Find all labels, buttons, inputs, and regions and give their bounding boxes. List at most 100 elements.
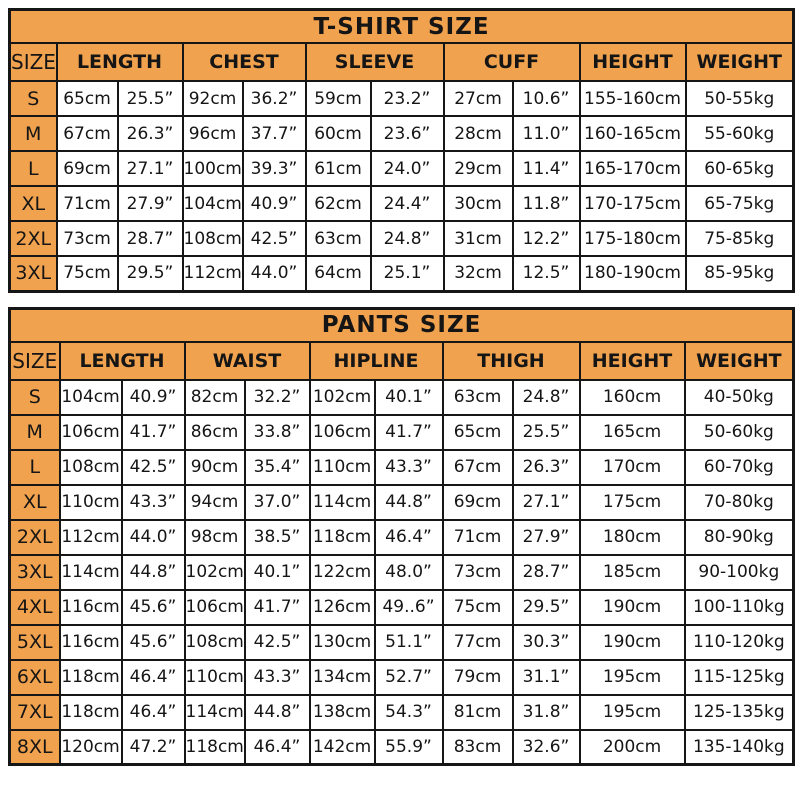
measurement-cell: 59cm	[304, 80, 372, 117]
measurement-cell: 43.3”	[243, 658, 311, 696]
size-label: 7XL	[8, 693, 61, 731]
measurement-cell: 102cm	[308, 378, 376, 416]
measurement-cell: 46.4”	[373, 518, 444, 556]
table-row: 3XL 75cm 29.5” 112cm 44.0” 64cm 25.1” 32cm 12.5”…	[8, 255, 795, 292]
measurement-cell: 32.6”	[511, 728, 581, 766]
table-row: 8XL 120cm 47.2” 118cm 46.4” 142cm 55.9” 83cm 32.…	[8, 728, 795, 766]
table-row: 2XL 112cm 44.0” 98cm 38.5” 118cm 46.4” 71cm 27.9…	[8, 518, 795, 556]
measurement-cell: 30.3”	[511, 623, 581, 661]
column-header-chest: CHEST	[181, 42, 307, 82]
column-header-sleeve: SLEEVE	[304, 42, 445, 82]
column-header-hipline: HIPLINE	[308, 340, 444, 381]
measurement-cell: 55.9”	[373, 728, 444, 766]
table-row: 3XL 114cm 44.8” 102cm 40.1” 122cm 48.0” 73cm 28.…	[8, 553, 795, 591]
measurement-cell: 28.7”	[116, 220, 184, 257]
measurement-cell: 70-80kg	[683, 483, 795, 521]
measurement-cell: 38.5”	[243, 518, 311, 556]
table-row: 4XL 116cm 45.6” 106cm 41.7” 126cm 49..6” 75cm 29…	[8, 588, 795, 626]
measurement-cell: 52.7”	[373, 658, 444, 696]
measurement-cell: 155-160cm	[578, 80, 687, 117]
measurement-cell: 25.5”	[116, 80, 184, 117]
measurement-cell: 50-55kg	[684, 80, 795, 117]
measurement-cell: 61cm	[304, 150, 372, 187]
column-header-cuff: CUFF	[442, 42, 581, 82]
measurement-cell: 69cm	[441, 483, 514, 521]
measurement-cell: 29.5”	[511, 588, 581, 626]
measurement-cell: 160-165cm	[578, 115, 687, 152]
measurement-cell: 116cm	[58, 588, 123, 626]
measurement-cell: 90cm	[183, 448, 246, 486]
measurement-cell: 46.4”	[243, 728, 311, 766]
measurement-cell: 44.8”	[243, 693, 311, 731]
column-header-thigh: THIGH	[441, 340, 581, 381]
measurement-cell: 170-175cm	[578, 185, 687, 222]
measurement-cell: 41.7”	[373, 413, 444, 451]
measurement-cell: 112cm	[58, 518, 123, 556]
measurement-cell: 47.2”	[120, 728, 186, 766]
column-header-waist: WAIST	[183, 340, 311, 381]
column-header-length: LENGTH	[58, 340, 186, 381]
measurement-cell: 104cm	[58, 378, 123, 416]
pants-header-row: SIZE LENGTH WAIST HIPLINE THIGH HEIGHT WEIGHT	[8, 340, 795, 381]
measurement-cell: 44.8”	[120, 553, 186, 591]
pants-table-title: PANTS SIZE	[8, 307, 795, 343]
table-row: XL 110cm 43.3” 94cm 37.0” 114cm 44.8” 69cm 27.1”…	[8, 483, 795, 521]
measurement-cell: 24.8”	[369, 220, 445, 257]
tshirt-title-row: T-SHIRT SIZE	[8, 8, 795, 44]
measurement-cell: 44.0”	[120, 518, 186, 556]
table-row: 6XL 118cm 46.4” 110cm 43.3” 134cm 52.7” 79cm 31.…	[8, 658, 795, 696]
measurement-cell: 134cm	[308, 658, 376, 696]
measurement-cell: 200cm	[578, 728, 686, 766]
measurement-cell: 60-65kg	[684, 150, 795, 187]
measurement-cell: 114cm	[58, 553, 123, 591]
measurement-cell: 110cm	[58, 483, 123, 521]
measurement-cell: 85-95kg	[684, 255, 795, 292]
column-header-size: SIZE	[8, 42, 58, 82]
measurement-cell: 36.2”	[241, 80, 307, 117]
measurement-cell: 23.6”	[369, 115, 445, 152]
measurement-cell: 73cm	[55, 220, 119, 257]
measurement-cell: 37.0”	[243, 483, 311, 521]
measurement-cell: 175cm	[578, 483, 686, 521]
measurement-cell: 106cm	[308, 413, 376, 451]
measurement-cell: 165cm	[578, 413, 686, 451]
measurement-cell: 104cm	[181, 185, 244, 222]
measurement-cell: 118cm	[183, 728, 246, 766]
measurement-cell: 116cm	[58, 623, 123, 661]
measurement-cell: 10.6”	[511, 80, 581, 117]
measurement-cell: 63cm	[304, 220, 372, 257]
measurement-cell: 110cm	[183, 658, 246, 696]
table-gap	[8, 293, 792, 307]
measurement-cell: 126cm	[308, 588, 376, 626]
size-label: XL	[8, 185, 58, 222]
table-row: S 104cm 40.9” 82cm 32.2” 102cm 40.1” 63cm 24.8” 1…	[8, 378, 795, 416]
measurement-cell: 12.2”	[511, 220, 581, 257]
table-row: 7XL 118cm 46.4” 114cm 44.8” 138cm 54.3” 81cm 31.…	[8, 693, 795, 731]
measurement-cell: 112cm	[181, 255, 244, 292]
column-header-weight: WEIGHT	[683, 340, 795, 381]
size-label: XL	[8, 483, 61, 521]
size-label: 2XL	[8, 518, 61, 556]
measurement-cell: 106cm	[183, 588, 246, 626]
size-label: L	[8, 150, 58, 187]
size-label: 6XL	[8, 658, 61, 696]
measurement-cell: 80-90kg	[683, 518, 795, 556]
measurement-cell: 102cm	[183, 553, 246, 591]
measurement-cell: 26.3”	[116, 115, 184, 152]
measurement-cell: 31cm	[442, 220, 514, 257]
table-row: S 65cm 25.5” 92cm 36.2” 59cm 23.2” 27cm 10.6” 155…	[8, 80, 795, 117]
measurement-cell: 73cm	[441, 553, 514, 591]
table-row: 2XL 73cm 28.7” 108cm 42.5” 63cm 24.8” 31cm 12.2”…	[8, 220, 795, 257]
measurement-cell: 86cm	[183, 413, 246, 451]
measurement-cell: 45.6”	[120, 623, 186, 661]
table-row: L 108cm 42.5” 90cm 35.4” 110cm 43.3” 67cm 26.3” 1…	[8, 448, 795, 486]
measurement-cell: 24.8”	[511, 378, 581, 416]
measurement-cell: 40.1”	[373, 378, 444, 416]
measurement-cell: 185cm	[578, 553, 686, 591]
measurement-cell: 69cm	[55, 150, 119, 187]
measurement-cell: 118cm	[58, 693, 123, 731]
measurement-cell: 94cm	[183, 483, 246, 521]
measurement-cell: 160cm	[578, 378, 686, 416]
measurement-cell: 41.7”	[243, 588, 311, 626]
